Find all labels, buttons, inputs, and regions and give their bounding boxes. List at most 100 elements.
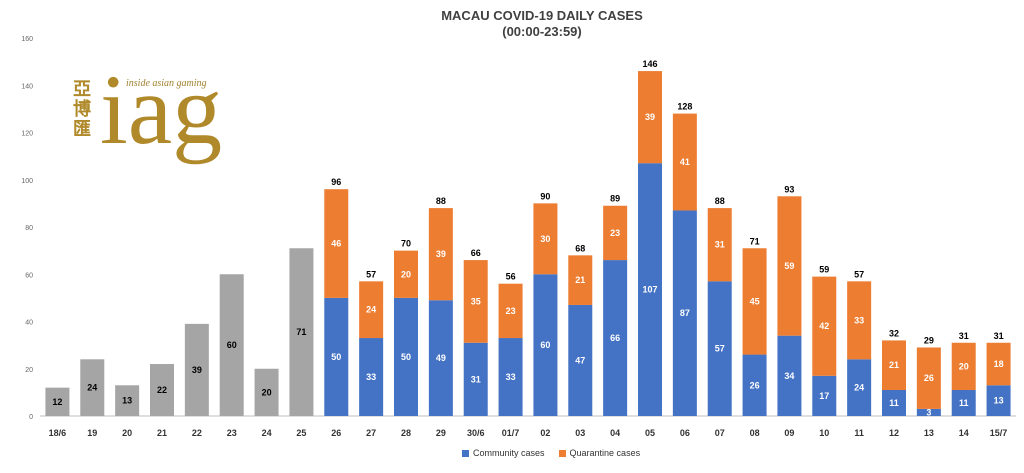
- chart-subtitle: (00:00-23:59): [502, 24, 582, 39]
- bar: [463, 260, 488, 343]
- bar: [812, 375, 837, 416]
- data-label: 71: [296, 327, 306, 337]
- x-tick-label: 09: [784, 428, 794, 438]
- total-label: 90: [540, 191, 550, 201]
- total-label: 57: [854, 269, 864, 279]
- bar: [986, 342, 1011, 386]
- x-tick-label: 07: [715, 428, 725, 438]
- bar: [359, 338, 384, 416]
- total-label: 68: [575, 243, 585, 253]
- data-label: 39: [645, 112, 655, 122]
- x-tick-label: 02: [540, 428, 550, 438]
- x-tick-label: 13: [924, 428, 934, 438]
- bar: [638, 71, 662, 164]
- legend-item-quarantine: Quarantine cases: [558, 448, 640, 458]
- x-tick-label: 04: [610, 428, 620, 438]
- x-tick-label: 15/7: [990, 428, 1008, 438]
- total-label: 57: [366, 269, 376, 279]
- bar: [184, 323, 209, 416]
- total-label: 128: [677, 102, 692, 112]
- x-tick-label: 26: [331, 428, 341, 438]
- data-label: 13: [122, 396, 132, 406]
- iag-logo: iag: [100, 54, 223, 165]
- bar: [951, 390, 976, 416]
- x-tick-label: 19: [87, 428, 97, 438]
- data-label: 60: [227, 340, 237, 350]
- bar: [254, 368, 279, 416]
- total-label: 29: [924, 335, 934, 345]
- bar: [916, 408, 941, 416]
- data-label: 47: [575, 355, 585, 365]
- data-label: 20: [401, 269, 411, 279]
- total-label: 93: [784, 184, 794, 194]
- data-label: 33: [854, 315, 864, 325]
- y-tick-label: 160: [21, 36, 33, 43]
- y-tick-label: 140: [21, 83, 33, 90]
- data-label: 3: [926, 407, 931, 417]
- legend-swatch-community: [462, 449, 469, 457]
- data-label: 20: [262, 387, 272, 397]
- x-tick-label: 25: [296, 428, 306, 438]
- bar: [638, 163, 662, 416]
- bar: [219, 274, 244, 416]
- bar: [951, 342, 976, 391]
- x-tick-label: 03: [575, 428, 585, 438]
- legend-item-community: Community cases: [462, 448, 545, 458]
- bar: [498, 338, 523, 416]
- bar: [812, 276, 837, 376]
- legend-swatch-quarantine: [558, 449, 566, 457]
- data-label: 21: [889, 360, 899, 370]
- x-tick-label: 08: [750, 428, 760, 438]
- data-label: 60: [540, 340, 550, 350]
- total-label: 32: [889, 328, 899, 338]
- bar: [847, 281, 872, 360]
- bar: [359, 281, 384, 339]
- y-tick-label: 20: [25, 367, 33, 374]
- data-label: 31: [715, 240, 725, 250]
- bar: [777, 335, 802, 416]
- data-label: 23: [610, 228, 620, 238]
- x-tick-label: 10: [819, 428, 829, 438]
- x-tick-label: 20: [122, 428, 132, 438]
- total-label: 70: [401, 239, 411, 249]
- data-label: 39: [192, 365, 202, 375]
- x-tick-label: 29: [436, 428, 446, 438]
- x-tick-label: 23: [227, 428, 237, 438]
- bar: [324, 189, 349, 298]
- data-label: 34: [784, 371, 794, 381]
- total-label: 56: [506, 272, 516, 282]
- data-label: 11: [959, 398, 969, 408]
- total-label: 146: [642, 59, 657, 69]
- data-label: 46: [331, 239, 341, 249]
- x-tick-label: 11: [854, 428, 864, 438]
- legend-label-community: Community cases: [473, 448, 545, 458]
- bar: [568, 304, 593, 416]
- y-tick-label: 0: [29, 414, 33, 421]
- data-label: 26: [750, 380, 760, 390]
- data-label: 49: [436, 353, 446, 363]
- legend: Community cases Quarantine cases: [462, 448, 640, 458]
- data-label: 21: [575, 275, 585, 285]
- x-tick-label: 21: [157, 428, 167, 438]
- data-label: 12: [52, 397, 62, 407]
- total-label: 31: [959, 331, 969, 341]
- total-label: 31: [994, 331, 1004, 341]
- data-label: 20: [959, 361, 969, 371]
- y-tick-label: 60: [25, 272, 33, 279]
- data-label: 17: [819, 391, 829, 401]
- data-label: 13: [994, 396, 1004, 406]
- data-label: 18: [994, 359, 1004, 369]
- bar: [916, 347, 941, 409]
- bar: [45, 387, 70, 416]
- data-label: 33: [366, 372, 376, 382]
- x-tick-label: 18/6: [49, 428, 67, 438]
- total-label: 89: [610, 194, 620, 204]
- data-label: 59: [784, 261, 794, 271]
- data-label: 24: [854, 383, 864, 393]
- bar: [882, 390, 906, 416]
- x-tick-label: 06: [680, 428, 690, 438]
- bar: [324, 297, 349, 416]
- data-label: 66: [610, 333, 620, 343]
